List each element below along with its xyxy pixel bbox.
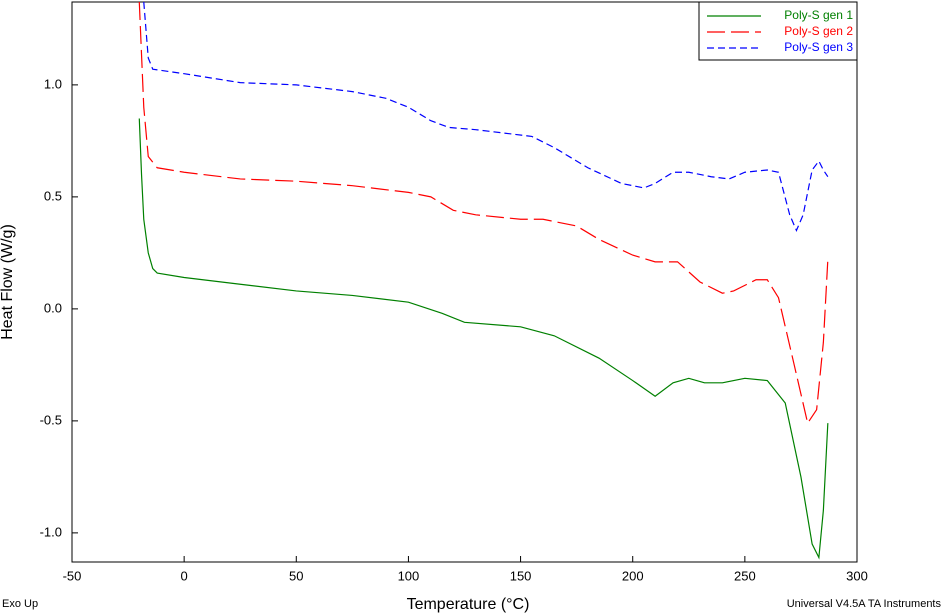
series-line <box>138 1 829 425</box>
y-tick-label: 1.0 <box>44 76 62 91</box>
legend-label: Poly-S gen 1 <box>784 8 853 22</box>
x-tick-label: 250 <box>734 568 756 583</box>
x-tick-label: 100 <box>398 568 420 583</box>
x-tick-label: 200 <box>622 568 644 583</box>
x-tick-label: 0 <box>181 568 188 583</box>
y-axis-label: Heat Flow (W/g) <box>0 224 16 340</box>
x-tick-label: -50 <box>63 568 82 583</box>
x-tick-label: 150 <box>510 568 532 583</box>
legend-label: Poly-S gen 3 <box>784 40 853 54</box>
series-line <box>138 118 829 560</box>
series-line <box>143 1 829 233</box>
y-tick-label: 0.0 <box>44 300 62 315</box>
annotation: Universal V4.5A TA Instruments <box>787 598 942 610</box>
legend-label: Poly-S gen 2 <box>784 24 853 38</box>
plot-frame <box>71 1 858 563</box>
y-tick-label: -1.0 <box>40 524 62 539</box>
y-tick-label: -0.5 <box>40 412 62 427</box>
y-tick-label: 0.5 <box>44 188 62 203</box>
x-tick-label: 300 <box>846 568 868 583</box>
legend-box <box>698 1 858 61</box>
annotation: Exo Up <box>2 598 38 610</box>
x-tick-label: 50 <box>289 568 303 583</box>
x-axis-label: Temperature (°C) <box>407 596 530 613</box>
